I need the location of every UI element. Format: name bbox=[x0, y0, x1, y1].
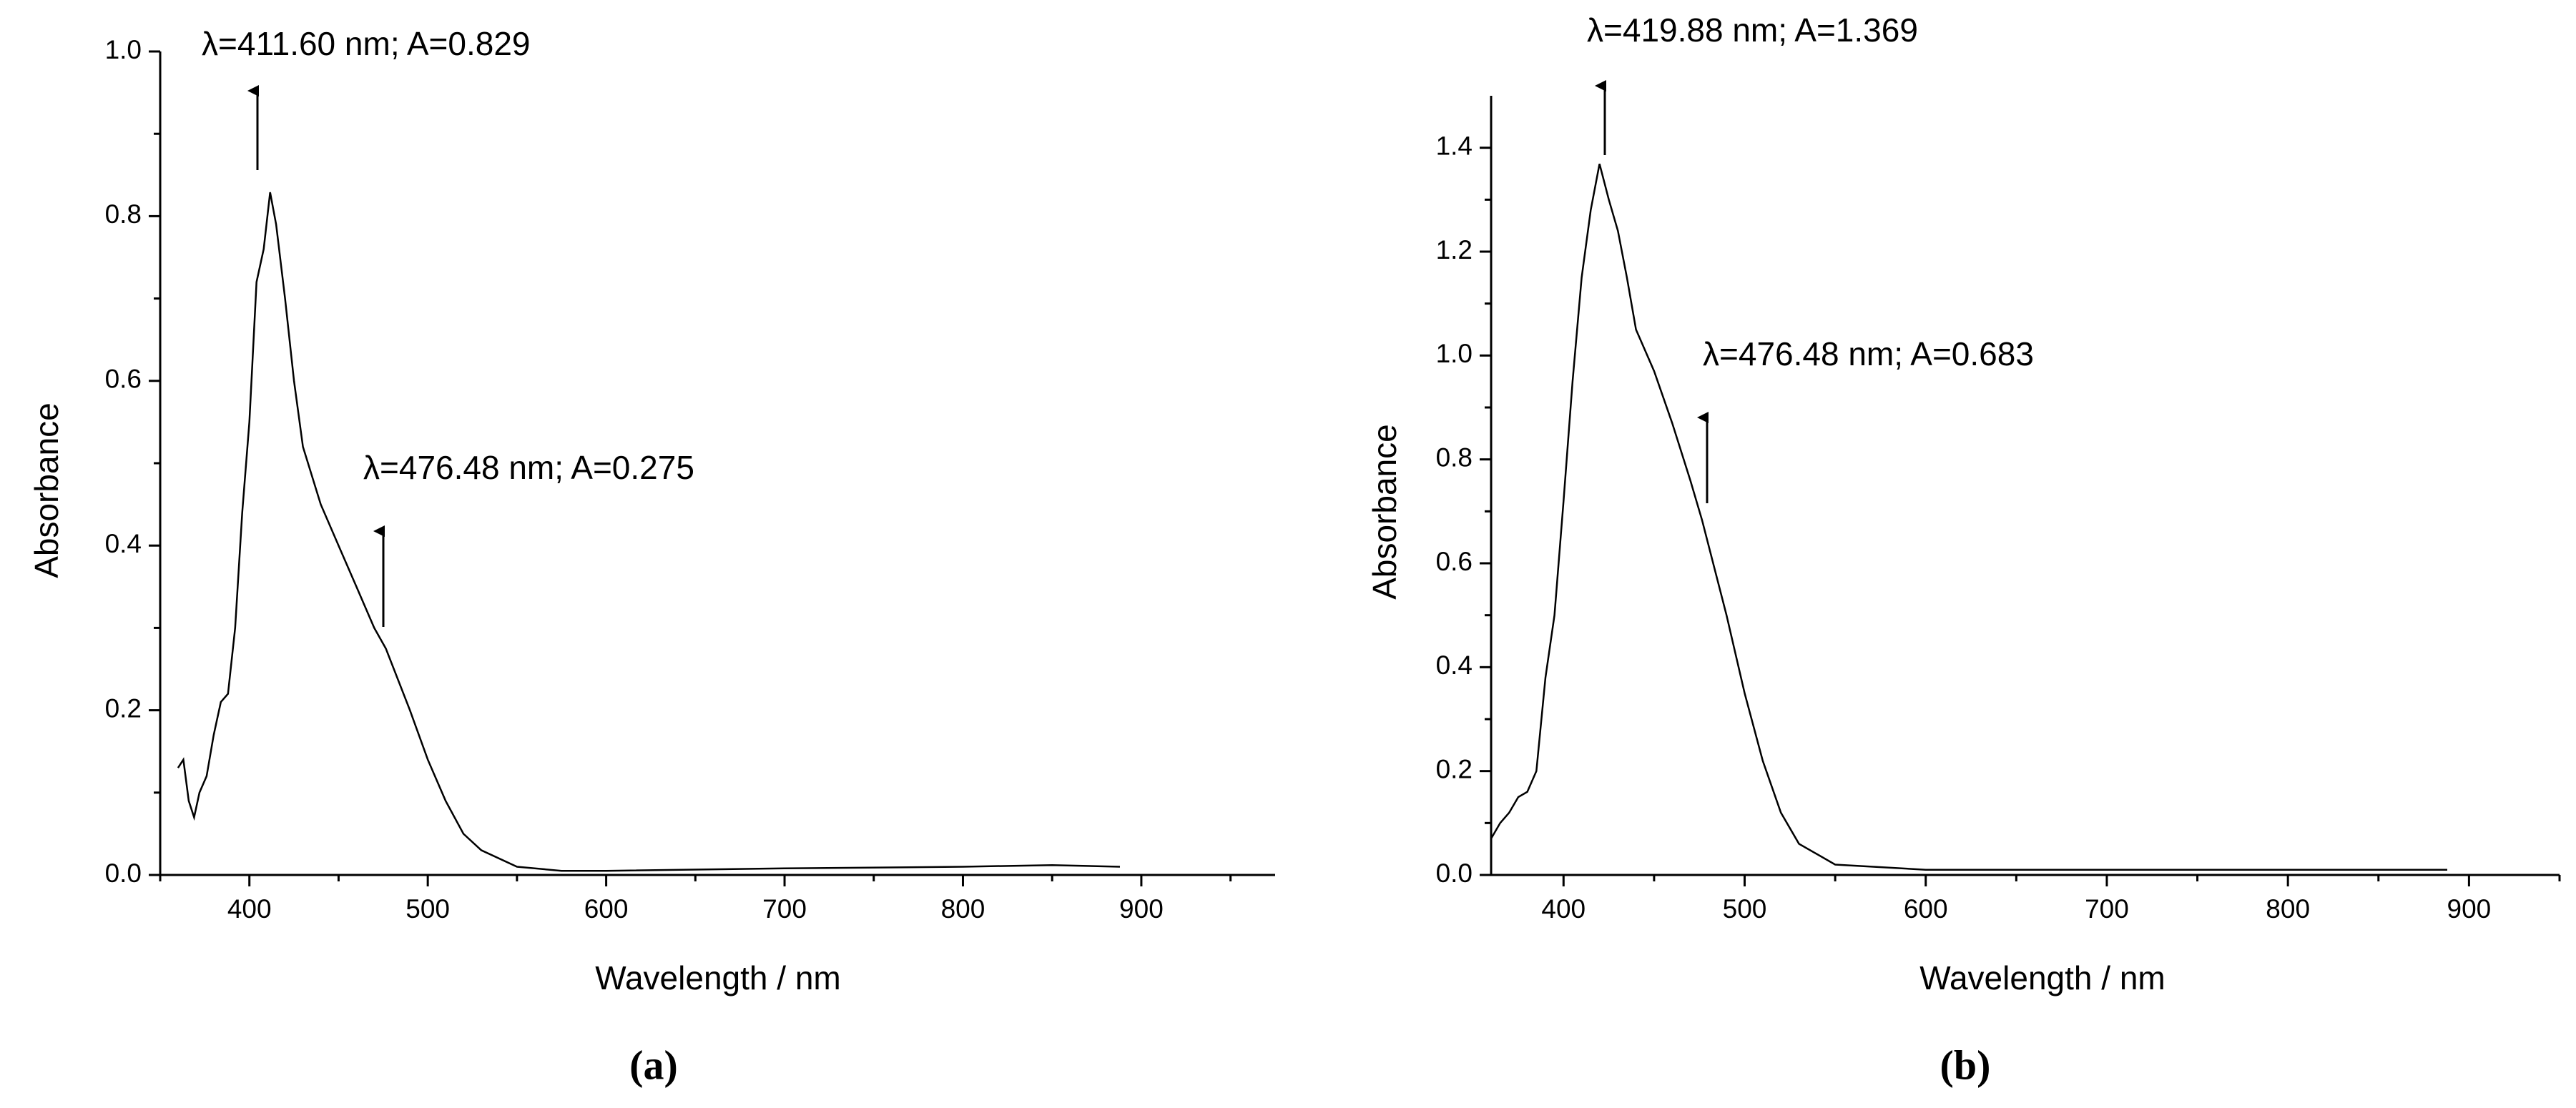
x-tick-label: 400 bbox=[1541, 894, 1586, 924]
y-tick-label: 0.8 bbox=[1436, 442, 1473, 472]
y-tick-label: 0.0 bbox=[105, 859, 142, 888]
x-tick-label: 400 bbox=[227, 894, 272, 924]
x-tick-label: 600 bbox=[584, 894, 629, 924]
annotation: λ=476.48 nm; A=0.683 bbox=[1703, 335, 2034, 372]
y-tick-label: 0.0 bbox=[1436, 859, 1473, 888]
y-tick-label: 0.4 bbox=[1436, 651, 1473, 680]
y-tick-label: 0.2 bbox=[105, 693, 142, 723]
y-tick-label: 0.6 bbox=[105, 365, 142, 394]
x-tick-label: 500 bbox=[1723, 894, 1767, 924]
x-tick-label: 900 bbox=[2447, 894, 2492, 924]
y-axis-title: Absorbance bbox=[1366, 424, 1403, 600]
y-tick-label: 1.2 bbox=[1436, 235, 1473, 264]
x-axis-title: Wavelength / nm bbox=[595, 959, 840, 996]
x-tick-label: 600 bbox=[1904, 894, 1948, 924]
y-tick-label: 0.8 bbox=[105, 199, 142, 229]
x-tick-label: 900 bbox=[1119, 894, 1164, 924]
y-tick-label: 0.6 bbox=[1436, 547, 1473, 576]
y-tick-label: 0.4 bbox=[105, 529, 142, 558]
y-axis-title: Absorbance bbox=[28, 402, 65, 578]
x-axis-title: Wavelength / nm bbox=[1919, 959, 2165, 996]
y-tick-label: 1.0 bbox=[1436, 339, 1473, 368]
x-tick-label: 500 bbox=[405, 894, 450, 924]
panel-label: (a) bbox=[629, 1042, 678, 1088]
annotation: λ=419.88 nm; A=1.369 bbox=[1587, 11, 1918, 49]
spectrum-line bbox=[177, 192, 1121, 872]
x-tick-label: 700 bbox=[762, 894, 807, 924]
x-tick-label: 800 bbox=[2266, 894, 2310, 924]
annotation: λ=476.48 nm; A=0.275 bbox=[363, 449, 694, 486]
y-tick-label: 1.0 bbox=[105, 35, 142, 64]
panel-label: (b) bbox=[1940, 1042, 1991, 1088]
x-tick-label: 700 bbox=[2085, 894, 2129, 924]
annotation: λ=411.60 nm; A=0.829 bbox=[202, 25, 531, 62]
y-tick-label: 1.4 bbox=[1436, 131, 1473, 160]
x-tick-label: 800 bbox=[941, 894, 985, 924]
y-tick-label: 0.2 bbox=[1436, 754, 1473, 783]
spectrum-line bbox=[1490, 163, 2447, 871]
